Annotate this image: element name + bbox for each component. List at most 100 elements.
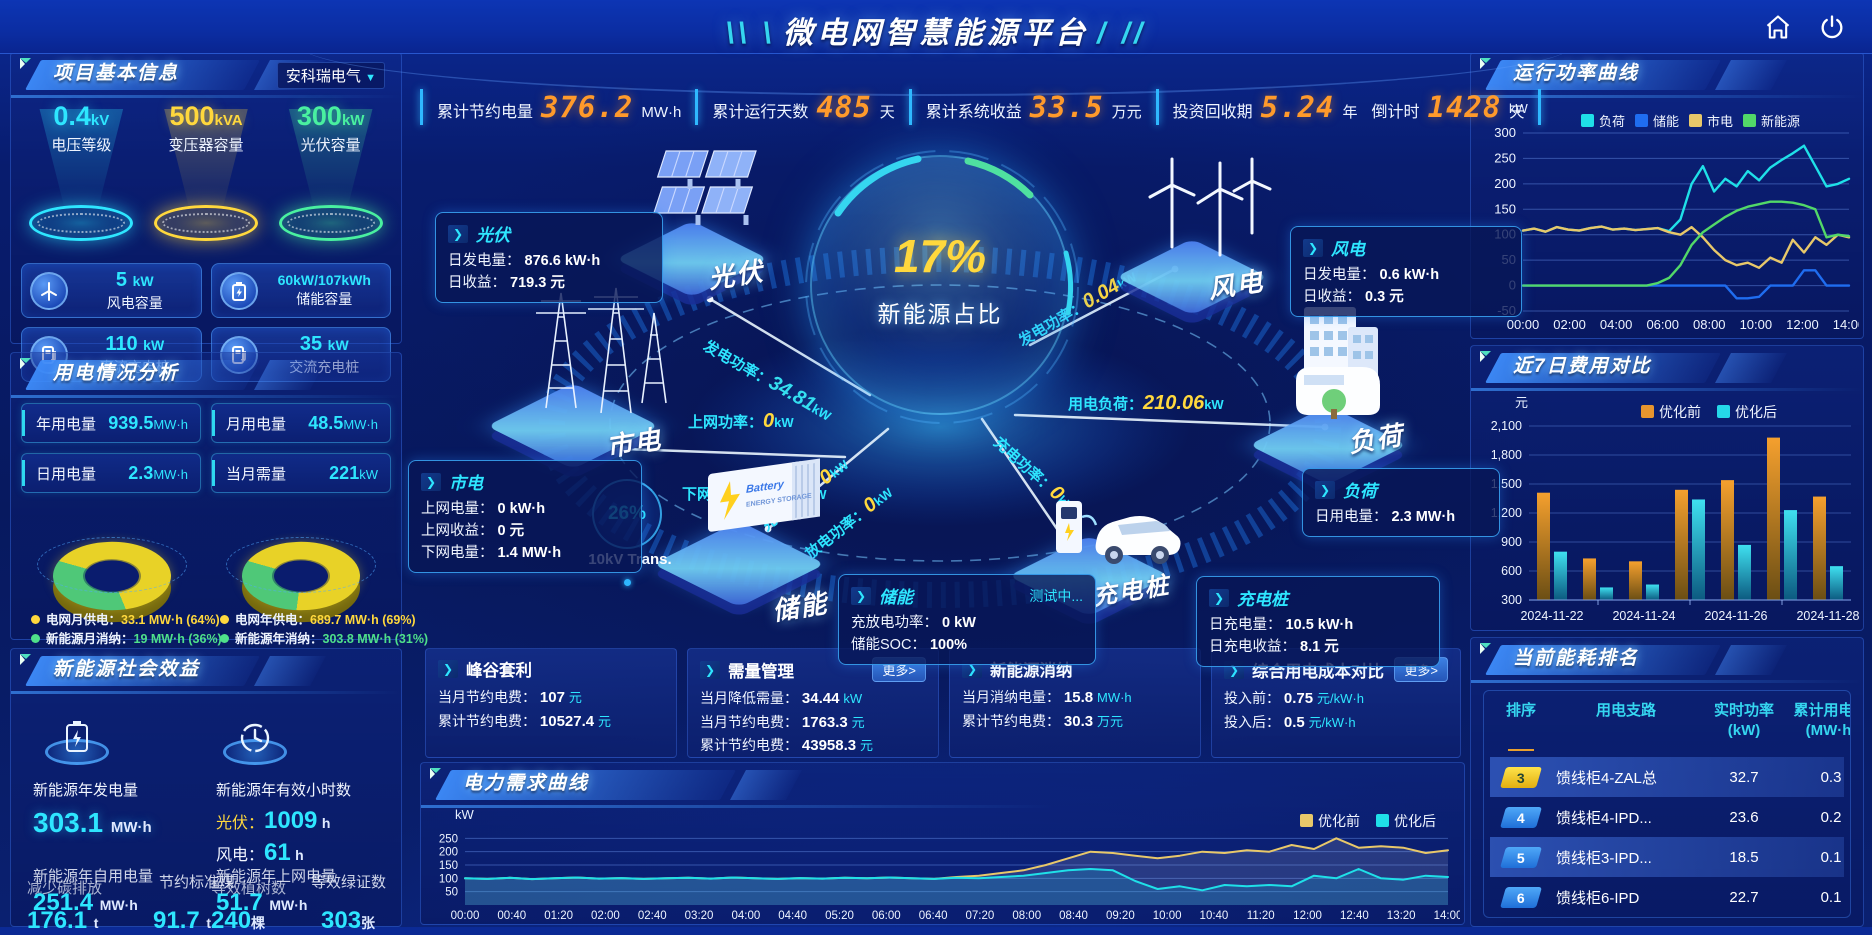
svg-text:13:20: 13:20 [1387, 910, 1416, 922]
chevron-right-icon: ❯ [700, 660, 720, 679]
capacity-gauge: 500kVA 变压器容量 [144, 101, 269, 261]
usage-stat-box: 月用电量 48.5MW·h [211, 403, 391, 443]
panel-title: 当前能耗排名 [1513, 648, 1640, 669]
power-analysis-panel: 用电情况分析 年用电量 939.5MW·h 月用电量 48.5MW·h 日用电量 2.3M… [10, 352, 428, 646]
metric-value: 91.7 t [153, 907, 212, 934]
capacity-card: 5 kW 风电容量 [21, 263, 202, 318]
stat-separator [1538, 89, 1542, 125]
power-analysis-header: 用电情况分析 [11, 357, 401, 398]
ranking-panel: 当前能耗排名 排序 用电支路 实时功率(kW) 累计用电量(MW·h) 3馈线柜… [1470, 637, 1864, 927]
table-row[interactable]: 6 馈线柜6-IPD 22.7 0.1 [1490, 877, 1844, 915]
legend-item[interactable]: 新能源 [1743, 111, 1800, 130]
svg-text:250: 250 [1494, 150, 1516, 165]
legend-item[interactable]: 优化前 [1300, 811, 1360, 831]
chevron-right-icon: ❯ [438, 660, 458, 678]
clock-icon [240, 723, 270, 753]
ev-charger-icon [1056, 501, 1181, 564]
panel-corner-icon [20, 58, 31, 69]
legend-item[interactable]: 负荷 [1581, 111, 1625, 130]
panel-corner-icon [20, 358, 31, 369]
social-benefit-panel: 新能源社会效益 新能源年发电量 303.1 MW·h 新能源年有效小时数 光伏：… [10, 648, 402, 934]
legend-item[interactable]: 优化后 [1717, 402, 1777, 422]
svg-text:600: 600 [1501, 564, 1522, 578]
pv-info-box: ❯ 光伏 日发电量： 876.6 kW·h 日收益： 719.3 元 [435, 212, 663, 303]
usage-stat-box: 日用电量 2.3MW·h [21, 453, 201, 493]
legend-renewable: 新能源年消纳：303.8 MW·h (31%) [220, 630, 428, 649]
legend-renewable: 新能源月消纳：19 MW·h (36%) [31, 630, 222, 649]
legend-item[interactable]: 优化后 [1376, 811, 1436, 831]
metric-label: 减少碳排放 [27, 880, 103, 897]
panel-title: 电力需求曲线 [463, 773, 590, 794]
benefit-panel-1: ❯ 峰谷套利 当月节约电费： 107 元累计节约电费： 10527.4 元 [425, 648, 677, 758]
chevron-right-icon: ❯ [448, 224, 468, 243]
svg-text:06:00: 06:00 [1646, 317, 1679, 332]
svg-text:07:20: 07:20 [966, 910, 995, 922]
grid-info-box: ❯ 市电 上网电量： 0 kW·h 上网收益： 0 元下网电量： 1.4 MW·h [408, 460, 642, 573]
power-curve-legend: 负荷 储能 市电 新能源 [1581, 111, 1800, 130]
metric-label: 新能源年发电量 [33, 782, 139, 799]
project-info-header: 项目基本信息 安科瑞电气 ▼ [11, 57, 401, 98]
benefit-panel-3: ❯ 新能源消纳 当月消纳电量： 15.8 MW·h 累计节约电费： 30.3 万元 [949, 648, 1201, 758]
transformer-dot [624, 579, 631, 586]
load-info-box: ❯ 负荷 日用电量： 2.3 MW·h [1302, 468, 1500, 537]
svg-text:12:00: 12:00 [1293, 910, 1322, 922]
panel-corner-icon [1480, 643, 1491, 654]
panel-title: 近7日费用对比 [1513, 356, 1652, 377]
svg-text:11:20: 11:20 [1247, 910, 1275, 922]
panel-corner-icon [1480, 58, 1491, 69]
company-dropdown[interactable]: 安科瑞电气 ▼ [276, 62, 385, 89]
svg-text:200: 200 [439, 847, 458, 859]
supply-donuts: 电网月供电：33.1 MW·h (64%) 新能源月消纳：19 MW·h (36%… [17, 503, 428, 646]
table-row[interactable]: 3 馈线柜4-ZAL总 32.7 0.3 [1490, 757, 1844, 797]
legend-item[interactable]: 优化前 [1641, 402, 1701, 422]
panel-title: 项目基本信息 [53, 63, 180, 84]
kpi-stats-bar: 累计节约电量 376.2 MW·h 累计运行天数 485 天累计系统收益 33.5 万元 投资回… [420, 84, 1542, 130]
legend-item[interactable]: 储能 [1635, 111, 1679, 130]
table-row[interactable]: 5 馈线柜3-IPD... 18.5 0.1 [1490, 837, 1844, 877]
decor-slash-right: / // [1097, 17, 1147, 50]
panel-corner-icon [430, 768, 441, 779]
power-icon[interactable] [1818, 13, 1846, 41]
chevron-right-icon: ❯ [851, 586, 871, 605]
load-power-label: 用电负荷：210.06kW [1068, 392, 1224, 414]
wind-icon [41, 281, 57, 301]
battery-container-icon: Battery ENERGY STORAGE [708, 458, 820, 532]
svg-text:05:20: 05:20 [825, 910, 854, 922]
cost-legend: 优化前 优化后 [1641, 402, 1777, 422]
power-curve-chart: -5005010015020025030000:0002:0004:0006:0… [1494, 125, 1859, 332]
demand-curve-panel: 电力需求曲线 kW 优化前 优化后 50 100 150 200 250 00:00 00:4… [420, 762, 1465, 925]
svg-text:50: 50 [445, 887, 458, 899]
svg-text:2024-11-28: 2024-11-28 [1796, 609, 1859, 623]
svg-text:02:00: 02:00 [591, 910, 620, 922]
demand-legend: 优化前 优化后 [1300, 811, 1436, 831]
grid-export-label: 上网功率：0kW [688, 410, 794, 432]
svg-text:250: 250 [439, 833, 458, 845]
svg-text:04:00: 04:00 [1600, 317, 1633, 332]
metric-label: 等效植树数 [211, 880, 287, 897]
svg-text:00:00: 00:00 [1507, 317, 1540, 332]
usage-stat-box: 年用电量 939.5MW·h [21, 403, 201, 443]
svg-text:03:20: 03:20 [685, 910, 714, 922]
metric-value: 51.7 MW·h [216, 889, 308, 916]
home-icon[interactable] [1764, 13, 1792, 41]
svg-text:09:20: 09:20 [1106, 910, 1135, 922]
wind-hours: 风电：61 h [216, 839, 304, 866]
svg-text:150: 150 [439, 860, 458, 872]
metric-value: 303张 [321, 907, 376, 934]
legend-item[interactable]: 市电 [1689, 111, 1733, 130]
svg-text:14:00: 14:00 [1833, 317, 1859, 332]
svg-text:02:00: 02:00 [1553, 317, 1586, 332]
storage-info-box: ❯ 储能 测试中... 充放电功率： 0 kW 储能SOC： 100% [838, 574, 1096, 665]
cost-y-unit: 元 [1515, 395, 1529, 410]
table-row[interactable]: 4 馈线柜4-IPD... 23.6 0.2 [1490, 797, 1844, 837]
metric-value: 303.1 MW·h [33, 807, 152, 838]
capacity-gauge: 300kW 光伏容量 [268, 101, 393, 261]
generation-pedestal [45, 701, 109, 765]
chevron-right-icon: ❯ [1315, 480, 1335, 499]
svg-text:06:00: 06:00 [872, 910, 901, 922]
svg-text:10:00: 10:00 [1740, 317, 1773, 332]
demand-y-unit: kW [455, 807, 474, 822]
decor-slash-left: \\ \ [725, 17, 775, 50]
